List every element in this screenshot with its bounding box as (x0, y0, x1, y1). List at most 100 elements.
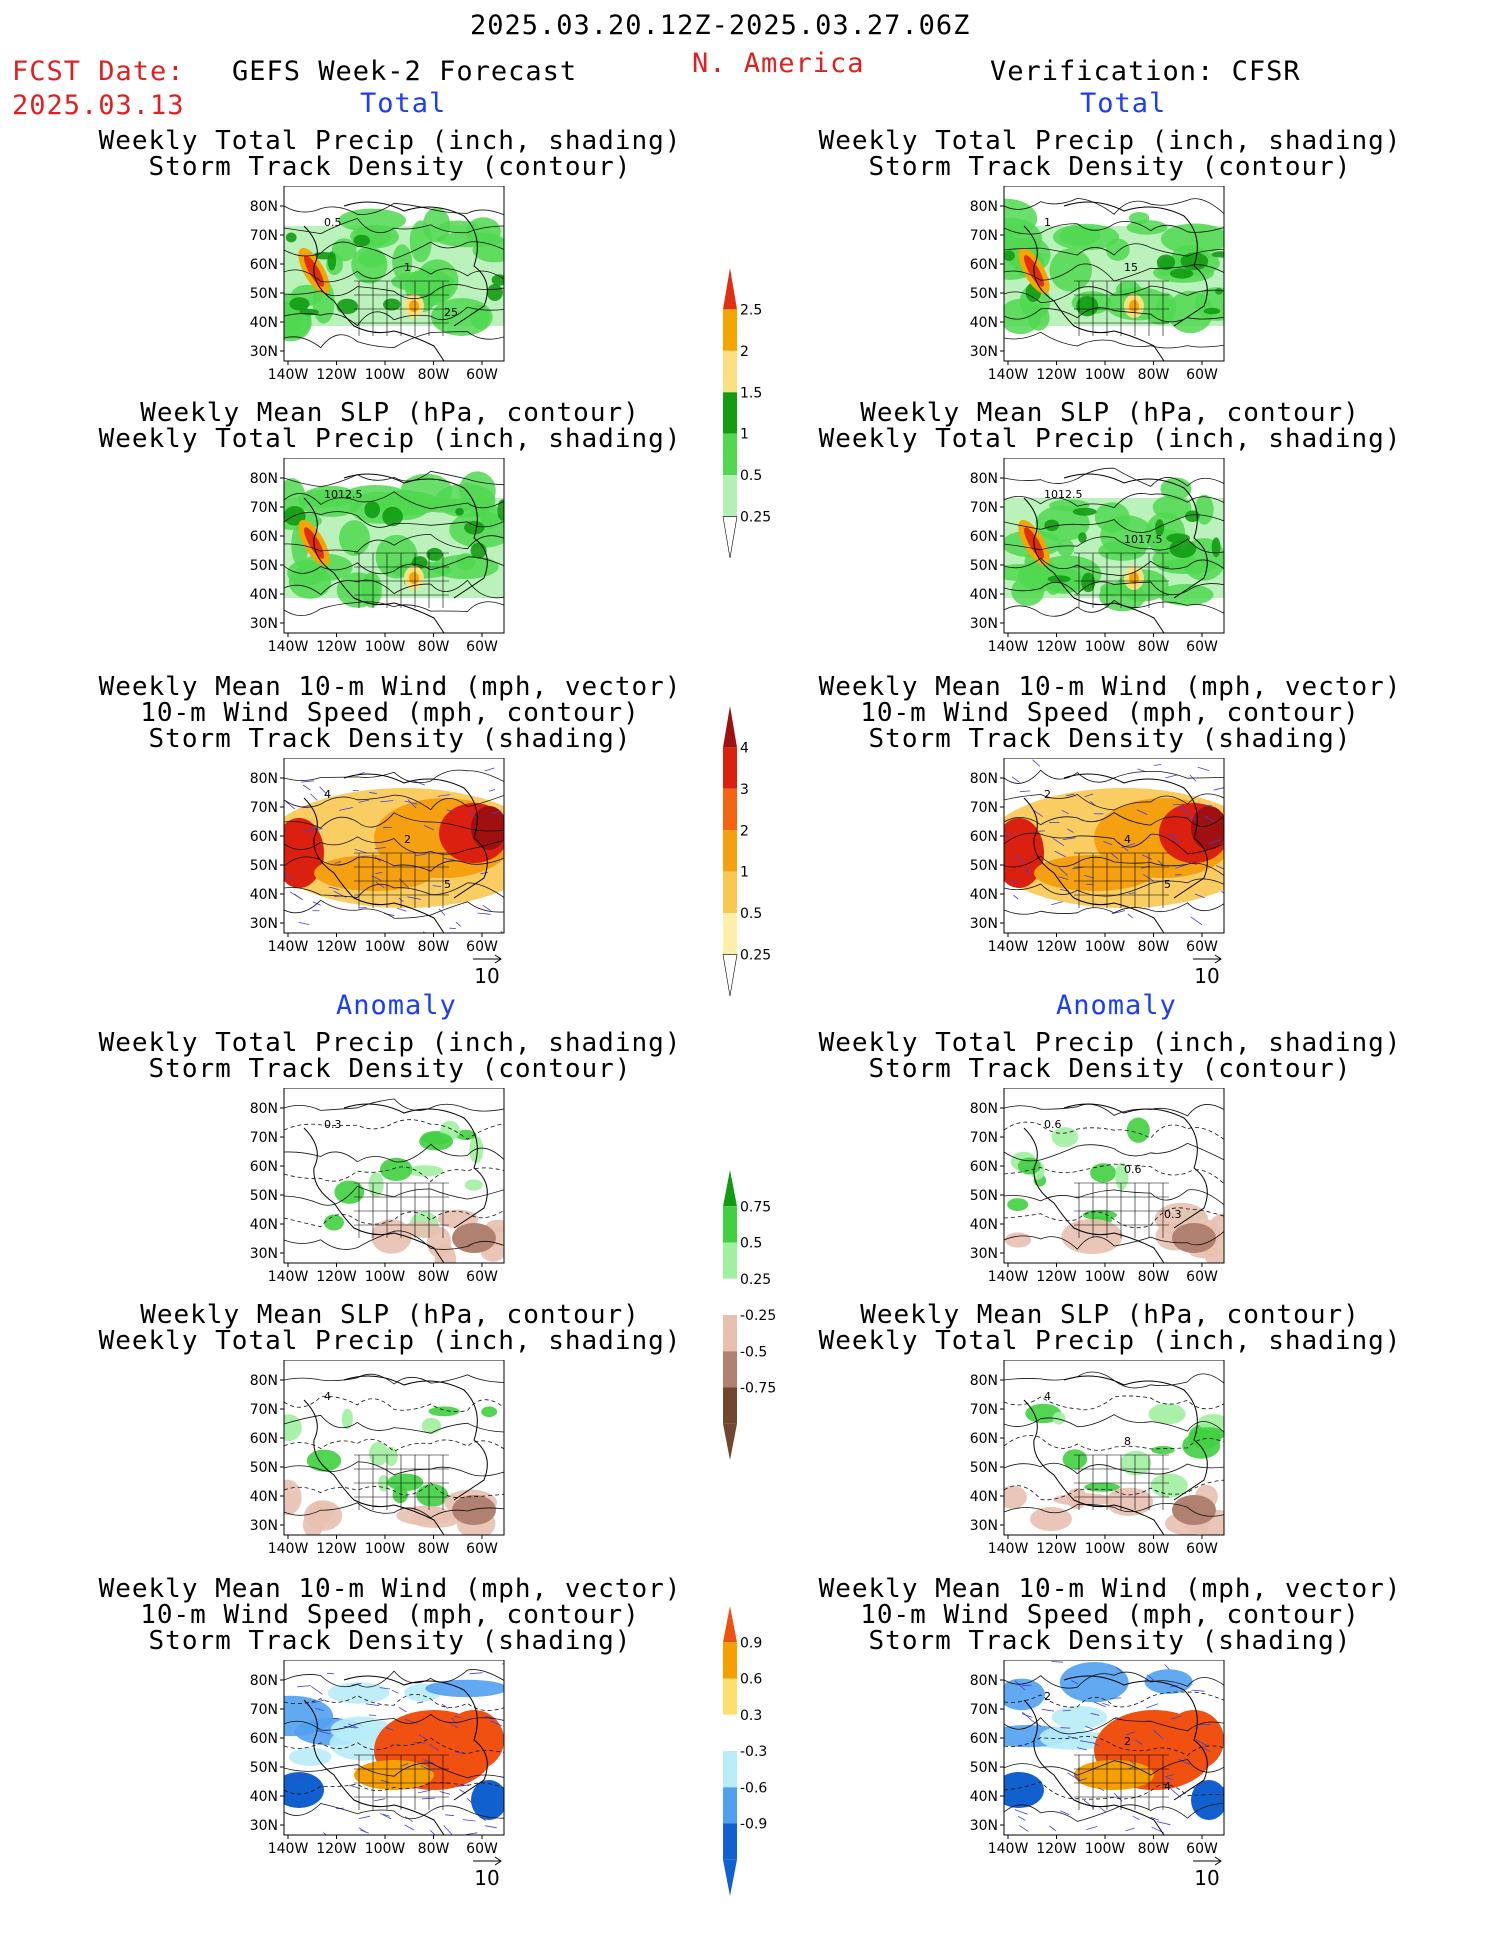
lat-tick-label: 40N (970, 315, 998, 331)
contour-label: 15 (1124, 261, 1138, 274)
lat-tick-label: 60N (970, 257, 998, 273)
panel-title-line: Weekly Total Precip (inch, shading) (790, 1030, 1430, 1056)
lon-tick-label: 80W (418, 367, 450, 383)
lat-tick-label: 50N (250, 1460, 278, 1476)
colorbar-tick-label: 0.25 (740, 1272, 771, 1288)
panel-title-fcst-total-wind: Weekly Mean 10-m Wind (mph, vector)10-m … (70, 674, 710, 752)
lon-tick-label: 140W (268, 1841, 309, 1857)
panel-title-line: Weekly Mean SLP (hPa, contour) (790, 1302, 1430, 1328)
lon-tick-label: 120W (316, 639, 357, 655)
lat-tick-label: 30N (970, 616, 998, 632)
contour-label: 1012.5 (324, 488, 363, 501)
lon-tick-label: 140W (988, 1841, 1029, 1857)
lon-tick-label: 60W (466, 367, 498, 383)
lat-tick-label: 70N (970, 1402, 998, 1418)
lat-tick-label: 40N (250, 1217, 278, 1233)
panel-title-verif-total-slp: Weekly Mean SLP (hPa, contour)Weekly Tot… (790, 400, 1430, 452)
lon-tick-label: 140W (268, 1269, 309, 1285)
panel-title-line: Weekly Total Precip (inch, shading) (790, 426, 1430, 452)
lon-tick-label: 120W (1036, 639, 1077, 655)
panel-title-line: Weekly Mean SLP (hPa, contour) (70, 400, 710, 426)
panel-title-line: Weekly Mean SLP (hPa, contour) (790, 400, 1430, 426)
lon-tick-label: 140W (988, 1541, 1029, 1557)
verification-title: Verification: CFSR (990, 56, 1301, 87)
panel-title-fcst-anom-wind: Weekly Mean 10-m Wind (mph, vector)10-m … (70, 1576, 710, 1654)
lat-tick-label: 50N (970, 286, 998, 302)
lon-tick-label: 140W (988, 639, 1029, 655)
lon-tick-label: 120W (316, 367, 357, 383)
section-anomaly-right: Anomaly (1056, 990, 1177, 1021)
lat-tick-label: 60N (250, 257, 278, 273)
lat-tick-label: 70N (970, 500, 998, 516)
lon-tick-label: 80W (418, 1841, 450, 1857)
lat-tick-label: 80N (970, 771, 998, 787)
colorbar-tick-label: 1 (740, 427, 749, 443)
colorbar-tick-label: 0.6 (740, 1672, 762, 1688)
contour-label: 1 (1044, 216, 1051, 229)
panel-title-fcst-anom-precip: Weekly Total Precip (inch, shading)Storm… (70, 1030, 710, 1082)
lon-tick-label: 60W (1186, 367, 1218, 383)
colorbar-tick-label: 0.9 (740, 1635, 762, 1651)
lat-tick-label: 40N (970, 1789, 998, 1805)
product-title: GEFS Week-2 Forecast (232, 56, 577, 87)
lon-tick-label: 120W (1036, 939, 1077, 955)
lon-tick-label: 60W (1186, 1541, 1218, 1557)
lat-tick-label: 70N (250, 228, 278, 244)
panel-title-line: Storm Track Density (shading) (790, 1628, 1430, 1654)
lat-tick-label: 30N (250, 616, 278, 632)
panel-title-line: Weekly Mean 10-m Wind (mph, vector) (790, 674, 1430, 700)
lon-tick-label: 100W (1085, 639, 1126, 655)
lon-tick-label: 100W (1085, 367, 1126, 383)
lat-tick-label: 60N (970, 529, 998, 545)
section-anomaly-left: Anomaly (336, 990, 457, 1021)
contour-label: 2 (404, 833, 411, 846)
contour-label: 5 (444, 878, 451, 891)
contour-label: 1012.5 (1044, 488, 1083, 501)
vector-reference-label: 10 (1194, 964, 1219, 988)
contour-label: 0.6 (1044, 1118, 1062, 1131)
lat-tick-label: 70N (250, 1130, 278, 1146)
lat-tick-label: 80N (250, 1673, 278, 1689)
colorbar-tick-label: 2 (740, 344, 749, 360)
lon-tick-label: 140W (988, 1269, 1029, 1285)
lon-tick-label: 120W (316, 1269, 357, 1285)
lat-tick-label: 80N (250, 1101, 278, 1117)
lat-tick-label: 70N (970, 1130, 998, 1146)
contour-label: 1017.5 (1124, 533, 1163, 546)
contour-label: 2 (1124, 1735, 1131, 1748)
lat-tick-label: 60N (250, 1731, 278, 1747)
section-total-left: Total (360, 88, 446, 119)
lat-tick-label: 50N (970, 558, 998, 574)
lon-tick-label: 100W (1085, 1269, 1126, 1285)
lon-tick-label: 140W (988, 367, 1029, 383)
panel-title-line: 10-m Wind Speed (mph, contour) (70, 700, 710, 726)
contour-label: 4 (1164, 1780, 1171, 1793)
colorbar-tick-label: 0.25 (740, 948, 771, 964)
lat-tick-label: 70N (250, 1702, 278, 1718)
lat-tick-label: 30N (250, 1818, 278, 1834)
lat-tick-label: 60N (250, 529, 278, 545)
lon-tick-label: 140W (268, 367, 309, 383)
lat-tick-label: 30N (970, 1246, 998, 1262)
lat-tick-label: 40N (250, 315, 278, 331)
lat-tick-label: 30N (970, 916, 998, 932)
panel-title-fcst-total-precip: Weekly Total Precip (inch, shading)Storm… (70, 128, 710, 180)
lon-tick-label: 60W (466, 639, 498, 655)
contour-label: 0.6 (1124, 1163, 1142, 1176)
vector-reference: 10 (469, 1855, 509, 1895)
lat-tick-label: 30N (970, 344, 998, 360)
lon-tick-label: 100W (1085, 1841, 1126, 1857)
lat-tick-label: 30N (970, 1518, 998, 1534)
contour-label: 5 (1164, 878, 1171, 891)
lon-tick-label: 60W (466, 1541, 498, 1557)
lat-tick-label: 40N (970, 1489, 998, 1505)
lat-tick-label: 70N (970, 800, 998, 816)
lon-tick-label: 140W (988, 939, 1029, 955)
lon-tick-label: 120W (1036, 367, 1077, 383)
date-range-title: 2025.03.20.12Z-2025.03.27.06Z (470, 10, 970, 41)
